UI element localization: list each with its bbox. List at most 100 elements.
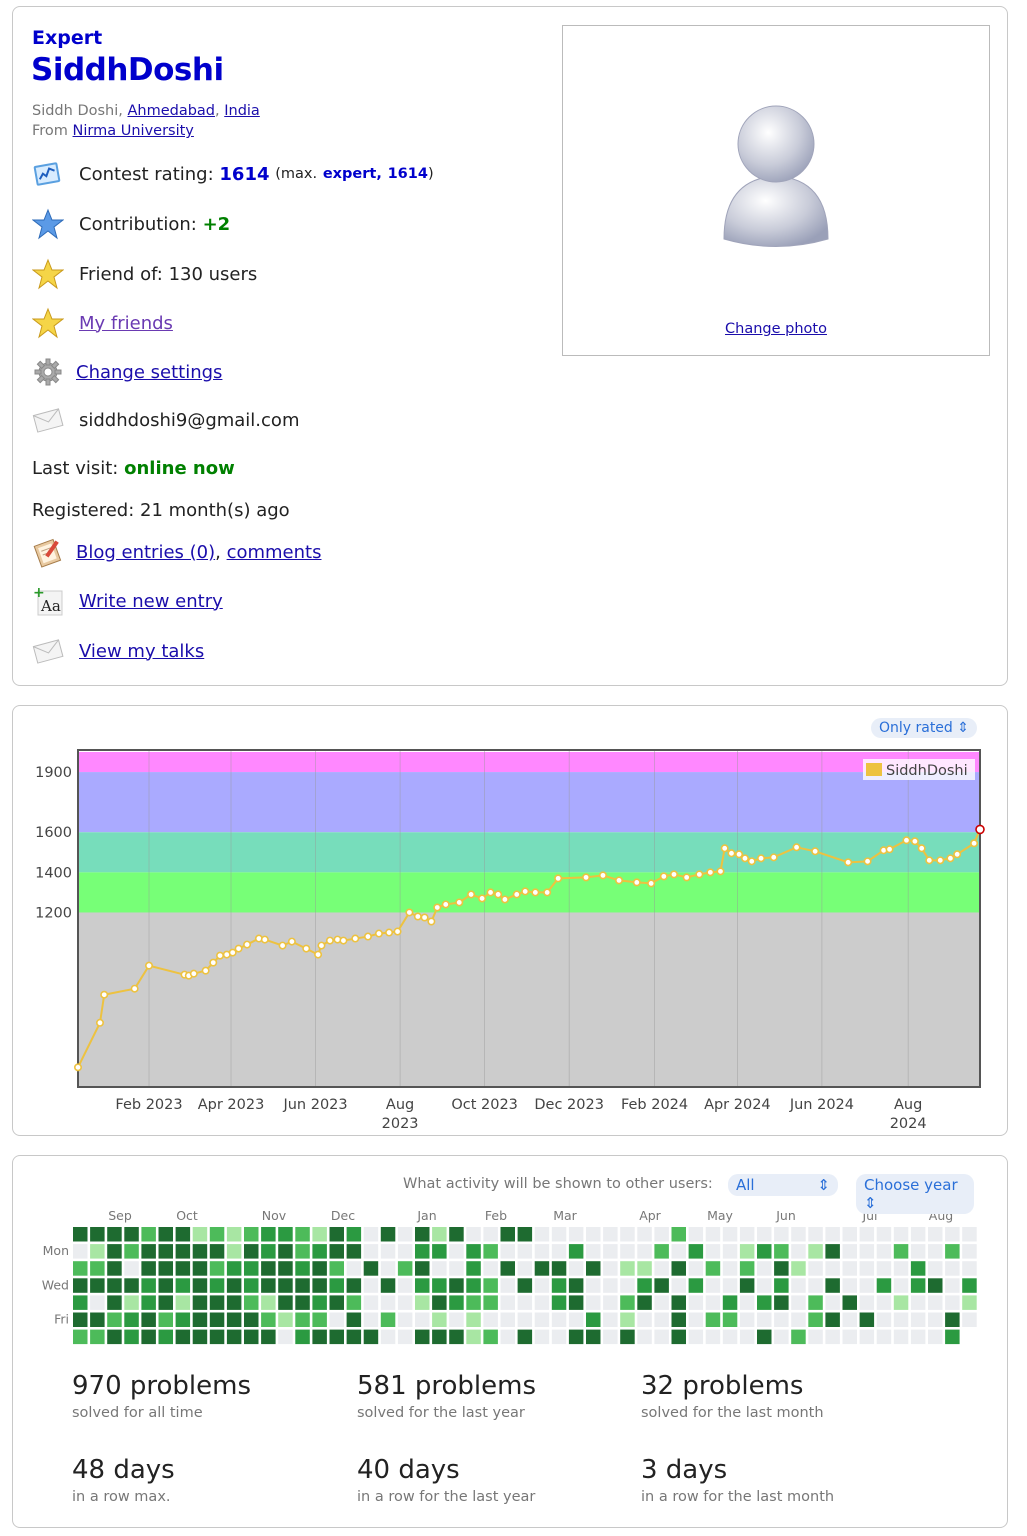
activity-cell[interactable] [774, 1329, 789, 1345]
activity-cell[interactable] [226, 1329, 242, 1345]
activity-cell[interactable] [876, 1278, 892, 1293]
activity-cell[interactable] [466, 1244, 481, 1259]
activity-cell[interactable] [671, 1244, 687, 1259]
rating-point[interactable] [844, 858, 853, 867]
activity-cell[interactable] [791, 1329, 806, 1345]
activity-cell[interactable] [739, 1312, 755, 1328]
activity-cell[interactable] [654, 1261, 669, 1276]
activity-cell[interactable] [415, 1244, 430, 1259]
activity-cell[interactable] [757, 1295, 772, 1310]
activity-cell[interactable] [603, 1244, 618, 1259]
activity-cell[interactable] [945, 1329, 960, 1345]
activity-cell[interactable] [90, 1261, 105, 1276]
activity-cell[interactable] [534, 1312, 550, 1328]
activity-cell[interactable] [705, 1329, 721, 1345]
activity-cell[interactable] [705, 1295, 721, 1310]
activity-cell[interactable] [791, 1312, 806, 1328]
activity-cell[interactable] [637, 1227, 652, 1242]
rating-point[interactable] [735, 850, 744, 859]
activity-cell[interactable] [620, 1227, 635, 1242]
rating-point[interactable] [278, 941, 287, 950]
activity-cell[interactable] [774, 1244, 789, 1259]
activity-cell[interactable] [722, 1244, 738, 1259]
activity-cell[interactable] [141, 1244, 156, 1259]
activity-cell[interactable] [449, 1312, 464, 1328]
activity-cell[interactable] [825, 1295, 840, 1310]
activity-cell[interactable] [551, 1244, 567, 1259]
activity-cell[interactable] [312, 1312, 327, 1328]
activity-cell[interactable] [876, 1244, 892, 1259]
activity-cell[interactable] [500, 1278, 516, 1293]
activity-cell[interactable] [671, 1295, 687, 1310]
activity-cell[interactable] [962, 1295, 977, 1310]
activity-cell[interactable] [637, 1329, 652, 1345]
activity-cell[interactable] [945, 1227, 960, 1242]
activity-cell[interactable] [432, 1278, 447, 1293]
activity-cell[interactable] [603, 1261, 618, 1276]
activity-cell[interactable] [705, 1312, 721, 1328]
activity-cell[interactable] [586, 1278, 601, 1293]
activity-cell[interactable] [637, 1244, 652, 1259]
activity-cell[interactable] [329, 1295, 345, 1310]
activity-cell[interactable] [278, 1295, 293, 1310]
activity-cell[interactable] [380, 1295, 396, 1310]
rating-point[interactable] [486, 888, 495, 897]
activity-cell[interactable] [346, 1278, 362, 1293]
activity-cell[interactable] [654, 1227, 669, 1242]
activity-cell[interactable] [722, 1312, 738, 1328]
activity-cell[interactable] [757, 1227, 772, 1242]
activity-cell[interactable] [568, 1295, 584, 1310]
activity-cell[interactable] [329, 1227, 345, 1242]
rating-point[interactable] [757, 854, 766, 863]
activity-cell[interactable] [380, 1312, 396, 1328]
rating-point[interactable] [582, 873, 591, 882]
activity-cell[interactable] [637, 1278, 652, 1293]
rating-point[interactable] [351, 934, 360, 943]
activity-cell[interactable] [620, 1244, 635, 1259]
rating-point[interactable] [243, 940, 252, 949]
activity-cell[interactable] [586, 1329, 601, 1345]
activity-cell[interactable] [637, 1295, 652, 1310]
activity-cell[interactable] [466, 1261, 481, 1276]
activity-cell[interactable] [73, 1329, 88, 1345]
activity-cell[interactable] [568, 1261, 584, 1276]
activity-cell[interactable] [73, 1278, 88, 1293]
activity-cell[interactable] [415, 1329, 430, 1345]
rating-point[interactable] [669, 870, 678, 879]
activity-cell[interactable] [312, 1295, 327, 1310]
activity-cell[interactable] [842, 1261, 858, 1276]
activity-cell[interactable] [654, 1278, 669, 1293]
rating-point[interactable] [521, 887, 530, 896]
activity-cell[interactable] [483, 1278, 498, 1293]
rating-point[interactable] [363, 932, 372, 941]
activity-cell[interactable] [192, 1312, 208, 1328]
rating-point[interactable] [747, 857, 756, 866]
activity-cell[interactable] [278, 1329, 293, 1345]
activity-cell[interactable] [620, 1295, 635, 1310]
activity-cell[interactable] [842, 1227, 858, 1242]
city-link[interactable]: Ahmedabad [127, 103, 216, 119]
write-new-entry-link[interactable]: Write new entry [79, 590, 223, 612]
activity-cell[interactable] [910, 1329, 926, 1345]
rating-point[interactable] [385, 928, 394, 937]
rating-point[interactable] [393, 927, 402, 936]
activity-cell[interactable] [774, 1261, 789, 1276]
activity-cell[interactable] [363, 1261, 379, 1276]
activity-cell[interactable] [415, 1295, 430, 1310]
activity-cell[interactable] [517, 1295, 533, 1310]
activity-cell[interactable] [893, 1278, 909, 1293]
activity-cell[interactable] [73, 1244, 88, 1259]
activity-cell[interactable] [671, 1227, 687, 1242]
rating-point[interactable] [302, 944, 311, 953]
activity-cell[interactable] [534, 1261, 550, 1276]
activity-cell[interactable] [739, 1227, 755, 1242]
activity-cell[interactable] [791, 1261, 806, 1276]
activity-cell[interactable] [722, 1295, 738, 1310]
activity-cell[interactable] [244, 1261, 259, 1276]
activity-cell[interactable] [688, 1227, 704, 1242]
activity-cell[interactable] [842, 1295, 858, 1310]
rating-point[interactable] [130, 984, 139, 993]
rating-point[interactable] [145, 961, 154, 970]
activity-cell[interactable] [346, 1261, 362, 1276]
activity-cell[interactable] [107, 1329, 122, 1345]
